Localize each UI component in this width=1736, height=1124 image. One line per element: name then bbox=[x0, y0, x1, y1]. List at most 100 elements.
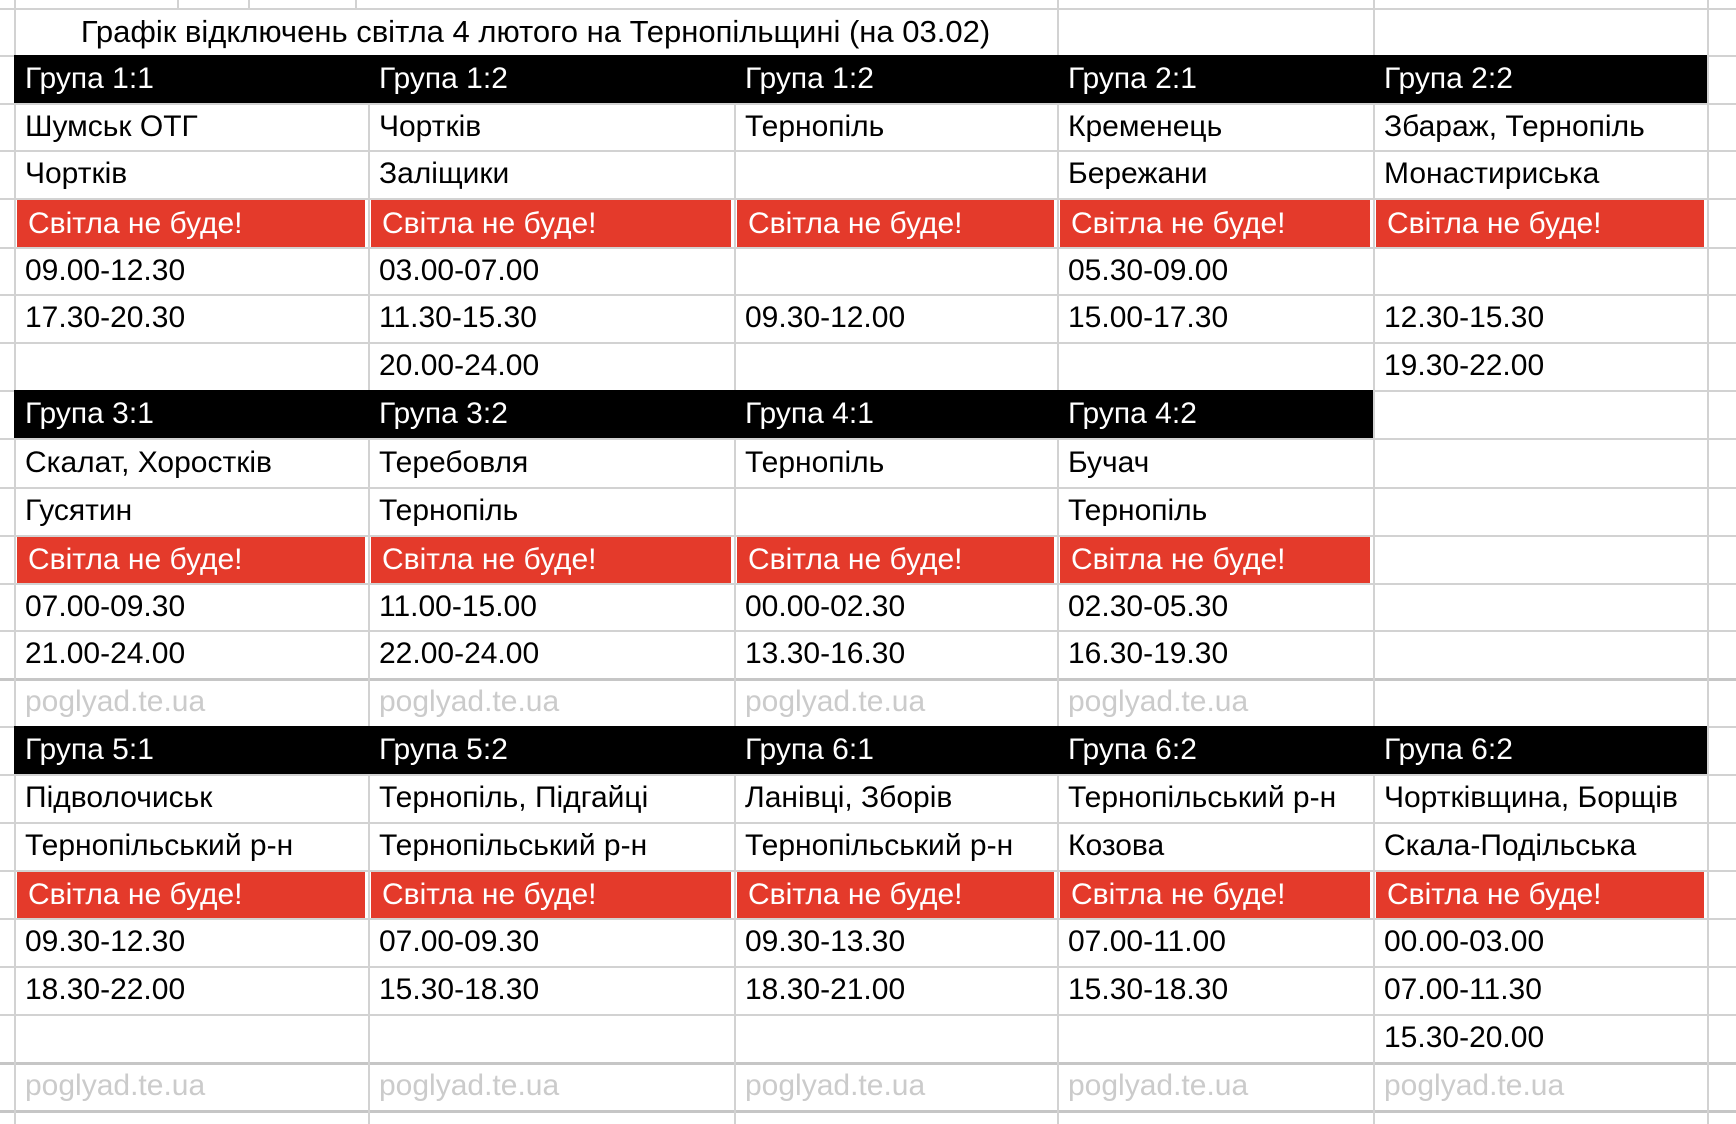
group-cell: Група 3:1 bbox=[25, 397, 154, 430]
gridline-h bbox=[0, 678, 1736, 681]
time-cell bbox=[734, 1014, 1057, 1062]
gridline-h bbox=[0, 870, 1736, 872]
wm-cell: poglyad.te.ua bbox=[1068, 685, 1249, 718]
group-cell: Група 4:2 bbox=[1068, 397, 1197, 430]
group-header-row-1: Група 1:1 Група 1:2 Група 1:2 Група 2:1 Груп… bbox=[0, 55, 1736, 103]
area-cell: Кременець bbox=[1068, 109, 1223, 143]
outage-cell: Світла не буде! bbox=[17, 200, 365, 247]
gridline-h bbox=[0, 198, 1736, 200]
gridline-h bbox=[0, 342, 1736, 344]
gridline-v bbox=[355, 0, 357, 8]
wm-cell: poglyad.te.ua bbox=[745, 685, 926, 718]
gridline-h bbox=[0, 247, 1736, 249]
area-cell: Тернопіль bbox=[745, 109, 885, 143]
area-cell: Тернопіль bbox=[379, 494, 519, 527]
area-cell: Шумськ ОТГ bbox=[25, 109, 198, 143]
time-cell bbox=[734, 247, 1057, 294]
gridline-h bbox=[0, 1014, 1736, 1016]
group-cell: Група 1:2 bbox=[745, 62, 874, 95]
time-row: 09.00-12.30 03.00-07.00 05.30-09.00 bbox=[0, 247, 1736, 294]
area-cell: Заліщики bbox=[379, 157, 510, 190]
outage-cell: Світла не буде! bbox=[1060, 872, 1370, 918]
time-cell bbox=[1057, 1014, 1373, 1062]
outage-cell: Світла не буде! bbox=[1060, 200, 1370, 247]
outage-cell: Світла не буде! bbox=[737, 872, 1054, 918]
outage-cell: Світла не буде! bbox=[737, 200, 1054, 247]
time-cell: 07.00-11.00 bbox=[1068, 925, 1226, 958]
outage-cell: Світла не буде! bbox=[1376, 200, 1704, 247]
group-header-bar bbox=[14, 390, 1373, 438]
area-cell: Бережани bbox=[1068, 157, 1208, 190]
time-cell: 00.00-03.00 bbox=[1384, 925, 1545, 958]
group-header-bar bbox=[14, 55, 1707, 103]
area-cell: Гусятин bbox=[25, 494, 133, 527]
gridline-v bbox=[14, 0, 16, 1124]
time-cell: 16.30-19.30 bbox=[1068, 637, 1229, 670]
area-cell: Тернопільський р-н bbox=[25, 829, 294, 862]
time-cell: 07.00-09.30 bbox=[25, 589, 186, 623]
area-cell: Чортків bbox=[25, 157, 128, 190]
area-cell: Козова bbox=[1068, 829, 1165, 862]
time-cell: 13.30-16.30 bbox=[745, 637, 906, 670]
time-cell: 09.30-12.30 bbox=[25, 925, 186, 958]
area-cell: Чортків bbox=[379, 109, 482, 143]
group-cell: Група 2:1 bbox=[1068, 62, 1197, 95]
group-header-bar bbox=[14, 726, 1707, 774]
time-cell: 11.00-15.00 bbox=[379, 589, 537, 623]
gridline-h bbox=[0, 150, 1736, 152]
time-row: 18.30-22.00 15.30-18.30 18.30-21.00 15.30-1… bbox=[0, 966, 1736, 1014]
time-cell: 15.30-18.30 bbox=[1068, 973, 1229, 1006]
gridline-v bbox=[177, 0, 179, 8]
time-cell: 09.00-12.30 bbox=[25, 253, 186, 287]
time-cell: 20.00-24.00 bbox=[379, 349, 540, 382]
group-cell: Група 6:2 bbox=[1384, 733, 1513, 766]
time-cell: 09.30-13.30 bbox=[745, 925, 906, 958]
group-header-row-3: Група 5:1 Група 5:2 Група 6:1 Група 6:2 Груп… bbox=[0, 726, 1736, 774]
group-cell: Група 6:2 bbox=[1068, 733, 1197, 766]
time-cell: 11.30-15.30 bbox=[379, 301, 537, 334]
wm-cell: poglyad.te.ua bbox=[745, 1069, 926, 1102]
time-cell: 15.00-17.30 bbox=[1068, 301, 1229, 334]
time-cell bbox=[1373, 247, 1707, 294]
time-row: 09.30-12.30 07.00-09.30 09.30-13.30 07.00-1… bbox=[0, 918, 1736, 966]
gridline-v bbox=[734, 55, 736, 1124]
group-cell: Група 3:2 bbox=[379, 397, 508, 430]
area-cell: Бучач bbox=[1068, 445, 1150, 479]
outage-row: Світла не буде! Світла не буде! Світла не … bbox=[0, 198, 1736, 247]
gridline-h bbox=[0, 966, 1736, 968]
time-row: 15.30-20.00 bbox=[0, 1014, 1736, 1062]
area-row: Чортків Заліщики Бережани Монастириська bbox=[0, 150, 1736, 198]
time-row: 21.00-24.00 22.00-24.00 13.30-16.30 16.30-1… bbox=[0, 630, 1736, 678]
area-cell: Збараж, Тернопіль bbox=[1384, 109, 1645, 143]
time-cell: 12.30-15.30 bbox=[1384, 301, 1545, 334]
schedule-title: Графік відключень світла 4 лютого на Тер… bbox=[80, 13, 991, 49]
time-cell: 21.00-24.00 bbox=[25, 637, 186, 670]
time-cell: 02.30-05.30 bbox=[1068, 589, 1229, 623]
area-cell: Скала-Подільська bbox=[1384, 829, 1637, 862]
outage-cell: Світла не буде! bbox=[371, 537, 731, 583]
outage-cell: Світла не буде! bbox=[17, 537, 365, 583]
outage-cell: Світла не буде! bbox=[17, 872, 365, 918]
area-cell: Тернопільський р-н bbox=[1068, 781, 1337, 814]
wm-cell: poglyad.te.ua bbox=[25, 685, 206, 718]
gridline-h bbox=[0, 1062, 1736, 1065]
gridline-h bbox=[0, 294, 1736, 296]
gridline-h bbox=[0, 103, 1736, 105]
time-row: 17.30-20.30 11.30-15.30 09.30-12.00 15.00-1… bbox=[0, 294, 1736, 342]
gridline-h bbox=[0, 438, 1736, 440]
time-cell bbox=[14, 342, 368, 390]
wm-cell: poglyad.te.ua bbox=[25, 1069, 206, 1102]
group-cell: Група 5:2 bbox=[379, 733, 508, 766]
area-cell: Тернопіль, Підгайці bbox=[379, 781, 649, 814]
group-cell: Група 4:1 bbox=[745, 397, 874, 430]
time-cell: 22.00-24.00 bbox=[379, 637, 540, 670]
time-cell bbox=[1057, 342, 1373, 390]
time-cell: 18.30-21.00 bbox=[745, 973, 906, 1006]
gridline-h bbox=[0, 8, 1736, 10]
time-cell bbox=[14, 1014, 368, 1062]
gridline-h bbox=[0, 918, 1736, 920]
time-cell bbox=[368, 1014, 734, 1062]
wm-cell: poglyad.te.ua bbox=[1068, 1069, 1249, 1102]
area-cell: Чортківщина, Борщів bbox=[1384, 781, 1678, 814]
time-cell: 17.30-20.30 bbox=[25, 301, 186, 334]
